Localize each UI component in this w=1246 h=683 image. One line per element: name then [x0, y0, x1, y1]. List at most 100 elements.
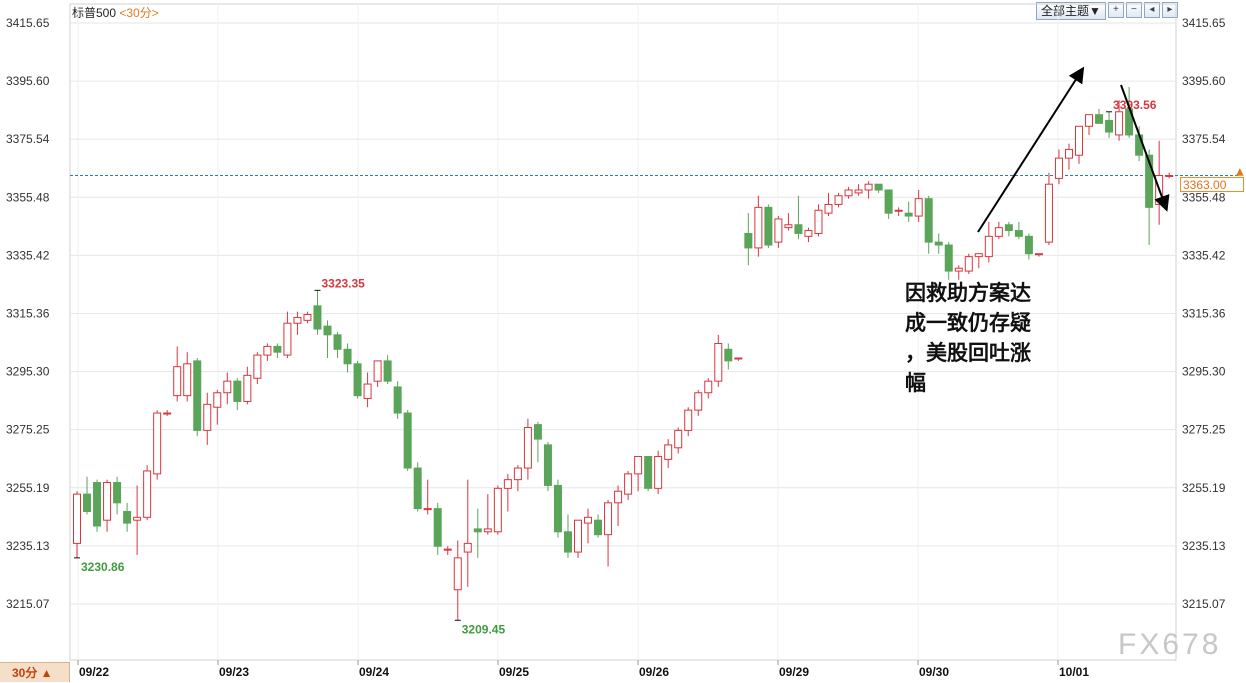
y-tick-label-right: 3235.13	[1182, 539, 1226, 553]
candle-body-down	[874, 183, 883, 191]
candle-body-up	[523, 427, 532, 469]
candle-body-up	[153, 412, 162, 475]
step-left-icon[interactable]: ◂	[1143, 2, 1160, 18]
candle-body-down	[113, 482, 122, 504]
candle-body-up	[614, 490, 623, 504]
y-tick-label-right: 3275.25	[1182, 423, 1226, 437]
candle-body-up	[423, 508, 432, 511]
candle-body-down	[473, 528, 482, 533]
candle-body-up	[784, 224, 793, 229]
extreme-label-high: 3393.56	[1113, 98, 1157, 112]
candle-body-down	[1024, 235, 1033, 255]
candle-body-up	[1044, 183, 1053, 243]
candle-body-up	[443, 548, 452, 551]
y-tick-label-left: 3415.65	[6, 16, 50, 30]
annotation-line: 幅	[905, 370, 926, 395]
candle-body-down	[884, 189, 893, 214]
candle-body-down	[904, 212, 913, 217]
theme-select-button[interactable]: 全部主题▼	[1036, 2, 1106, 20]
candle-body-up	[1115, 111, 1124, 136]
candle-body-up	[513, 467, 522, 481]
candle-body-up	[964, 256, 973, 272]
candle-body-up	[734, 357, 743, 360]
y-tick-label-right: 3315.36	[1182, 307, 1226, 321]
candle-body-down	[383, 360, 392, 382]
candle-body-down	[644, 455, 653, 489]
x-tick-label: 09/29	[779, 665, 809, 679]
candle-body-down	[543, 444, 552, 486]
candle-body-up	[994, 227, 1003, 237]
candle-body-down	[403, 412, 412, 469]
news-annotation: 因救助方案达 成一致仍存疑 ，美股回吐涨 幅	[905, 278, 1055, 398]
candle-body-down	[934, 241, 943, 246]
candle-body-up	[1075, 125, 1083, 156]
candle-body-up	[483, 528, 492, 533]
candle-body-up	[183, 363, 192, 397]
candle-body-up	[914, 198, 923, 217]
candle-body-up	[674, 429, 683, 449]
candle-body-down	[393, 386, 402, 414]
candle-body-up	[654, 455, 663, 489]
zoom-out-icon[interactable]: −	[1125, 2, 1142, 18]
candle-body-up	[203, 403, 212, 431]
candle-body-down	[944, 244, 953, 272]
plot-frame	[69, 3, 1177, 661]
candle-body-up	[604, 502, 613, 536]
candle-body-up	[373, 360, 382, 382]
candle-body-up	[574, 519, 582, 553]
candle-body-up	[293, 316, 302, 324]
candle-body-up	[243, 374, 252, 402]
candle-body-up	[624, 473, 633, 495]
candle-body-down	[333, 334, 342, 350]
y-tick-label-right: 3355.48	[1182, 190, 1226, 204]
candle-body-up	[133, 516, 142, 521]
candle-body-up	[303, 314, 312, 321]
candle-body-up	[253, 354, 262, 379]
candle-body-down	[1135, 134, 1144, 156]
watermark-logo: FX678	[1118, 628, 1222, 661]
x-tick-label: 09/26	[639, 665, 669, 679]
annotation-line: 因救助方案达	[905, 280, 1031, 305]
y-tick-label-left: 3315.36	[6, 307, 50, 321]
candle-body-down	[1145, 154, 1154, 208]
candle-body-up	[1165, 175, 1174, 178]
candle-body-down	[533, 424, 542, 440]
candle-body-down	[553, 484, 562, 533]
y-tick-label-left: 3335.42	[6, 248, 50, 262]
annotation-line: ，美股回吐涨	[905, 340, 1031, 365]
y-tick-label-right: 3415.65	[1182, 16, 1226, 30]
current-price-tag: 3363.00	[1180, 177, 1244, 192]
candle-body-up	[894, 209, 903, 212]
candle-body-up	[363, 383, 372, 400]
current-price-marker: ▲	[1236, 167, 1244, 178]
candle-body-down	[1095, 114, 1104, 124]
candle-body-up	[774, 218, 783, 243]
candle-body-up	[143, 470, 152, 518]
candle-body-down	[563, 531, 572, 553]
y-tick-label-left: 3355.48	[6, 190, 50, 204]
candle-body-down	[123, 511, 132, 524]
candle-body-down	[794, 224, 803, 234]
annotation-line: 成一致仍存疑	[905, 310, 1031, 335]
candle-body-up	[453, 557, 462, 591]
candle-body-down	[924, 198, 933, 243]
candle-body-up	[263, 345, 272, 356]
step-right-icon[interactable]: ▸	[1161, 2, 1178, 18]
candle-body-up	[684, 409, 693, 431]
candle-body-up	[73, 493, 81, 544]
x-tick-label: 09/30	[919, 665, 949, 679]
zoom-in-icon[interactable]: +	[1107, 2, 1124, 18]
chart-title: 标普500 <30分>	[72, 4, 159, 21]
candle-body-up	[664, 444, 673, 460]
candle-body-up	[864, 183, 873, 191]
candle-body-down	[233, 380, 242, 402]
y-tick-label-left: 3235.13	[6, 539, 50, 553]
period-selector[interactable]: 30分 ▲	[0, 662, 70, 682]
y-tick-label-left: 3275.25	[6, 423, 50, 437]
candle-body-up	[974, 253, 983, 258]
candle-body-up	[844, 189, 853, 197]
candle-body-up	[634, 455, 643, 475]
candle-body-down	[724, 348, 733, 362]
candle-body-down	[433, 508, 442, 547]
